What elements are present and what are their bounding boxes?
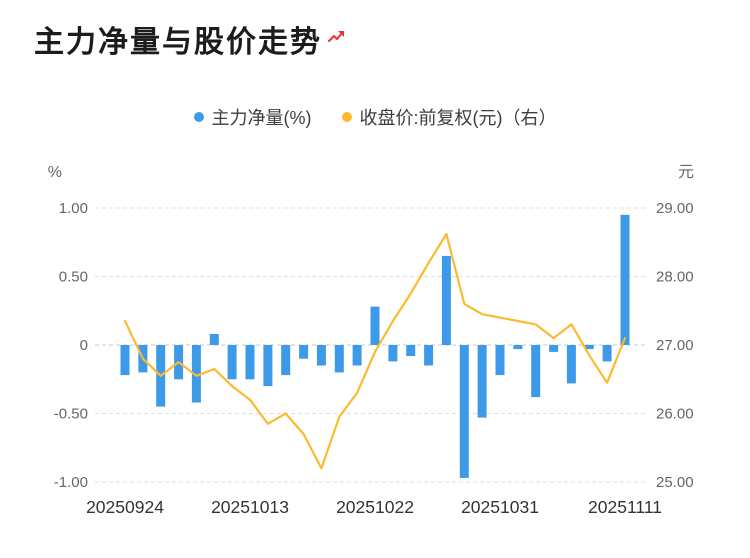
- net-volume-bar: [263, 345, 273, 387]
- left-axis-unit: %: [48, 164, 62, 181]
- net-volume-bar: [531, 345, 541, 398]
- x-axis-label: 20250924: [86, 497, 164, 517]
- close-price-line: [123, 232, 627, 470]
- net-volume-bar: [209, 334, 219, 345]
- left-axis-tick: 0.50: [59, 269, 88, 286]
- net-volume-bar: [227, 345, 237, 380]
- net-volume-bar: [120, 345, 130, 376]
- right-axis-tick: 28.00: [656, 269, 694, 286]
- right-axis-tick: 29.00: [656, 200, 694, 217]
- net-volume-bar: [281, 345, 291, 376]
- right-axis-tick: 26.00: [656, 406, 694, 423]
- legend-item-close-price[interactable]: 收盘价:前复权(元)（右）: [341, 104, 557, 130]
- legend-dot-close-price: [341, 112, 352, 122]
- chart-legend: 主力净量(%) 收盘价:前复权(元)（右）: [0, 104, 750, 130]
- net-volume-bar: [388, 345, 398, 362]
- legend-dot-net-volume: [193, 112, 204, 122]
- net-volume-bar: [441, 255, 451, 345]
- net-volume-bar: [406, 345, 416, 356]
- x-axis-label: 20251013: [211, 497, 289, 517]
- right-axis-tick: 27.00: [656, 337, 694, 354]
- left-axis-tick: 1.00: [59, 200, 88, 217]
- net-volume-bar: [316, 345, 326, 366]
- x-axis-label: 20251031: [461, 497, 539, 517]
- right-axis-tick: 25.00: [656, 474, 694, 491]
- net-volume-bar: [352, 345, 362, 366]
- title-trend-icon: [328, 28, 346, 51]
- left-axis-tick: 0: [80, 337, 88, 354]
- net-volume-bar: [566, 345, 576, 384]
- net-volume-bar: [424, 345, 434, 366]
- left-axis-tick: -1.00: [54, 474, 88, 491]
- net-volume-bar: [602, 345, 612, 362]
- net-volume-bar: [459, 345, 469, 478]
- net-volume-bar: [495, 345, 505, 376]
- net-volume-bar: [370, 306, 380, 345]
- left-axis-tick: -0.50: [54, 406, 88, 423]
- right-axis-unit: 元: [678, 164, 694, 181]
- net-volume-bar: [513, 345, 523, 350]
- legend-label-close-price: 收盘价:前复权(元)（右）: [359, 108, 557, 128]
- net-volume-bar: [620, 214, 630, 345]
- net-volume-bar: [299, 345, 309, 359]
- legend-item-net-volume[interactable]: 主力净量(%): [193, 104, 312, 130]
- net-volume-bar: [584, 345, 594, 350]
- page-title: 主力净量与股价走势: [34, 25, 322, 60]
- net-volume-bar: [477, 345, 487, 418]
- net-volume-bar: [549, 345, 559, 352]
- legend-label-net-volume: 主力净量(%): [211, 108, 312, 128]
- net-volume-bar: [191, 345, 201, 403]
- title-row: 主力净量与股价走势: [34, 25, 346, 61]
- x-axis-label: 20251111: [588, 497, 662, 517]
- net-volume-bar: [334, 345, 344, 373]
- net-volume-bar: [245, 345, 255, 380]
- x-axis-label: 20251022: [336, 497, 414, 517]
